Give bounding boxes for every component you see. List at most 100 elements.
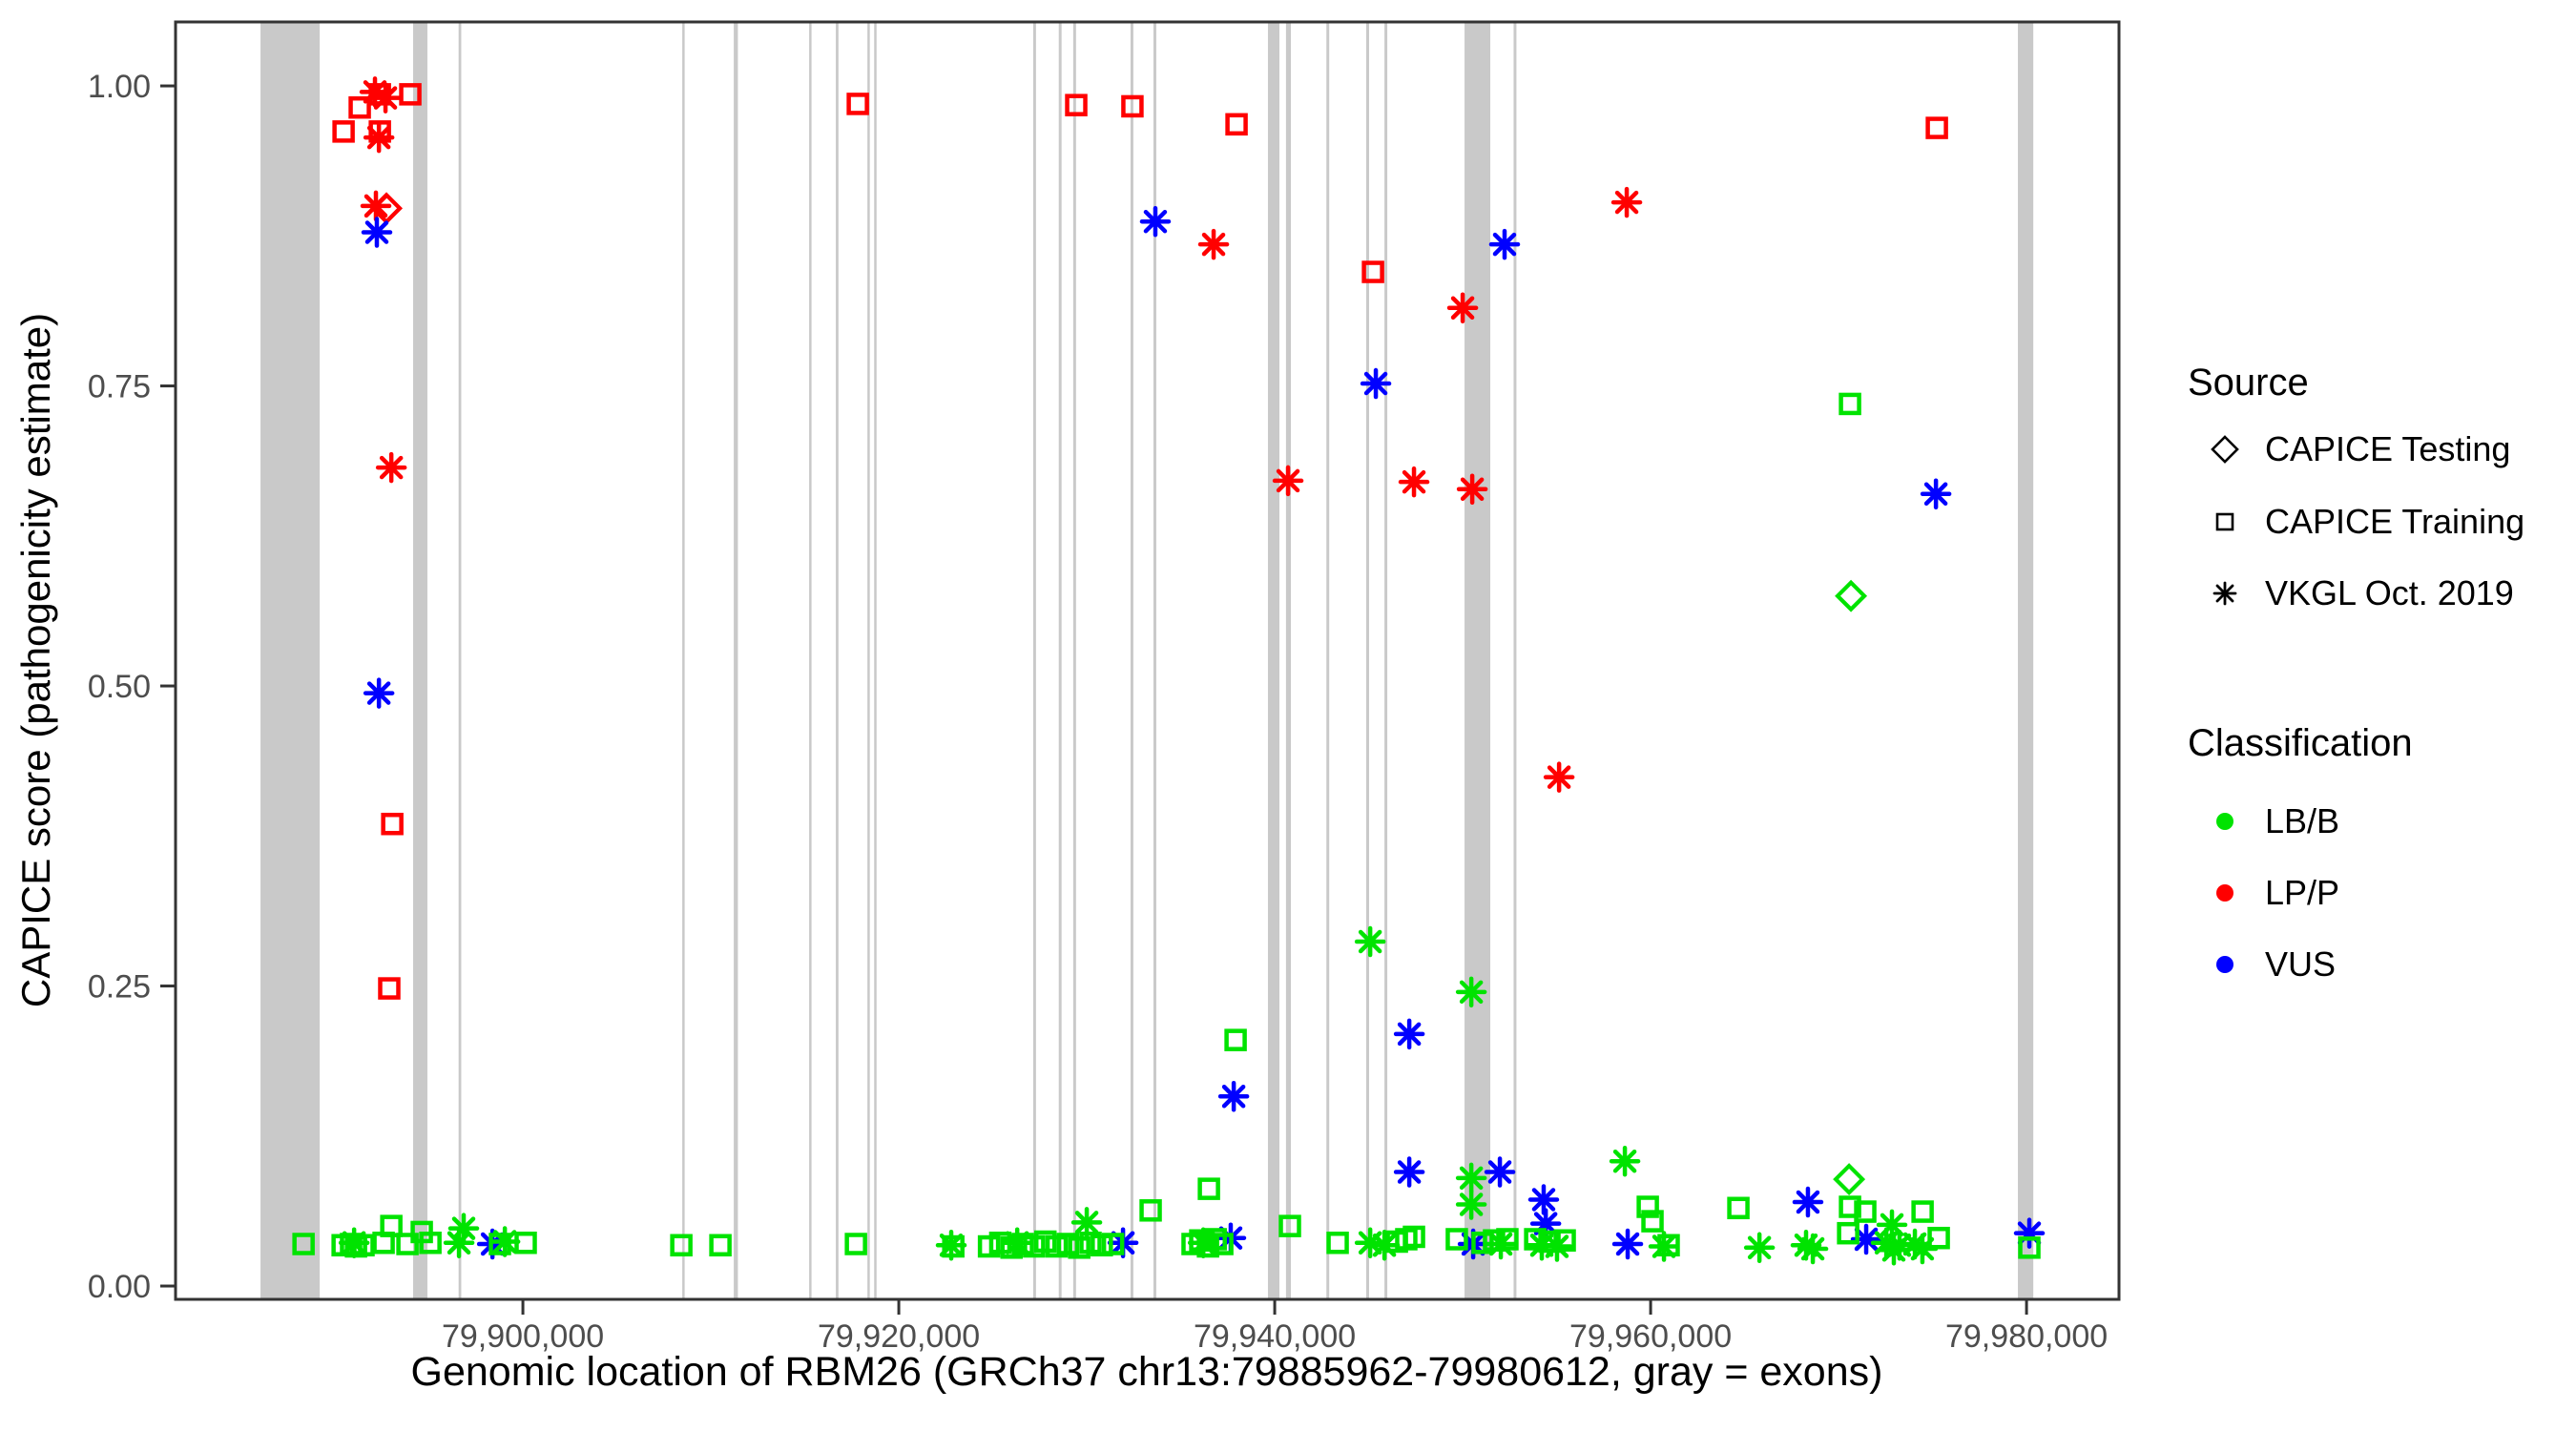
legend-lpp-item: LP/P [2216,873,2339,912]
y-axis-tick-label: 1.00 [88,69,151,105]
data-point-asterisk [1139,205,1172,238]
data-point-square [1101,1233,1125,1255]
data-point-square [942,1234,965,1258]
data-point-square [1839,1195,1861,1218]
data-point-asterisk [1792,1186,1824,1218]
data-point-square [1278,1214,1301,1237]
data-point-asterisk [1393,1018,1425,1050]
data-point-square [348,95,371,119]
data-point-asterisk [1360,367,1392,400]
data-point-asterisk [1610,186,1643,218]
exon-band [682,22,685,1299]
data-point-square [1837,1221,1859,1245]
data-point-asterisk [1906,1233,1939,1265]
lbb-dot-icon [2216,813,2233,830]
data-point-square [1197,1177,1220,1200]
data-point-asterisk [1609,1145,1641,1177]
data-point-asterisk [443,1227,475,1258]
data-point-diamond [1835,579,1868,612]
data-point-square [1641,1210,1664,1233]
data-point-asterisk [1527,1184,1560,1215]
exon-band [1285,22,1292,1299]
x-axis-tick-label: 79,920,000 [818,1318,980,1355]
data-point-square [1045,1234,1069,1258]
axis-tick-labels-layer: 79,900,000 79,920,000 79,940,000 79,960,000… [88,69,2108,1355]
legend-capice-training-item: CAPICE Training [2215,502,2524,541]
data-point-square [977,1234,1001,1258]
exon-band [458,22,462,1299]
data-point-asterisk [1485,1228,1517,1260]
data-point-asterisk [1393,1156,1425,1188]
data-point-square [1553,1229,1576,1252]
exon-band [1130,22,1133,1299]
data-point-asterisk [1197,228,1230,260]
exon-band [2018,22,2034,1299]
data-point-square [399,83,422,106]
data-point-square [1121,94,1144,118]
data-point-asterisk [1187,1227,1219,1258]
data-point-square [396,1233,419,1255]
data-point-asterisk [1354,925,1386,958]
asterisk-icon [2212,581,2237,606]
data-point-square [1326,1231,1349,1255]
legend-lbb-item: LB/B [2216,801,2339,840]
data-point-square [378,977,401,1000]
data-point-square [1079,1231,1102,1255]
data-point-asterisk [1455,1162,1487,1194]
data-point-square [709,1234,732,1257]
plot-panel-border [174,20,2121,1301]
legend-source-title: Source [2188,362,2309,404]
exon-band [1072,22,1076,1299]
legend-item-label: LB/B [2265,801,2339,840]
legend-item-label: VUS [2265,944,2336,984]
legend-classification-title: Classification [2188,722,2413,764]
data-point-square [514,1231,537,1255]
data-point-square [1927,1226,1950,1250]
data-point-asterisk [1272,465,1304,497]
data-point-square [381,812,404,836]
data-point-square [1445,1228,1468,1251]
lpp-dot-icon [2216,884,2233,902]
data-point-square [1225,113,1248,136]
data-point-asterisk [363,121,395,154]
exon-band [1465,22,1491,1299]
data-point-square [1854,1200,1877,1223]
data-points-layer [292,76,2046,1266]
data-point-asterisk [1743,1232,1776,1264]
exon-band [1513,22,1517,1299]
x-axis-tick-label: 79,900,000 [442,1318,604,1355]
square-icon [2215,512,2234,531]
data-point-square [1224,1028,1247,1051]
data-point-square [670,1234,693,1257]
exon-band [413,22,427,1299]
data-point-asterisk [1456,473,1488,505]
data-point-asterisk [1368,1230,1401,1261]
vus-dot-icon [2216,956,2233,973]
data-point-asterisk [1488,228,1521,260]
exon-band [1326,22,1330,1299]
legend-capice-testing-item: CAPICE Testing [2211,429,2510,468]
exon-band [1058,22,1062,1299]
data-point-square [1657,1234,1680,1257]
data-point-asterisk [1446,292,1479,324]
data-point-asterisk [361,217,393,248]
data-point-asterisk [488,1226,521,1257]
x-axis-tick-label: 79,940,000 [1194,1318,1356,1355]
exon-band [867,22,870,1299]
y-axis-tick-label: 0.25 [88,969,151,1006]
y-axis-tick-label: 0.50 [88,669,151,705]
legend-vkgl-item: VKGL Oct. 2019 [2212,573,2514,612]
data-point-asterisk [375,451,407,484]
exon-band [874,22,877,1299]
exon-band [1267,22,1279,1299]
data-point-asterisk [1070,1207,1103,1238]
data-point-square [1139,1199,1162,1222]
data-point-square [419,1231,442,1255]
legend-item-label: LP/P [2265,873,2339,912]
data-point-square [1496,1228,1519,1251]
data-point-square [2018,1236,2041,1259]
exon-bands-layer [260,22,2034,1299]
data-point-square [1911,1200,1934,1223]
data-point-square [372,1231,395,1255]
